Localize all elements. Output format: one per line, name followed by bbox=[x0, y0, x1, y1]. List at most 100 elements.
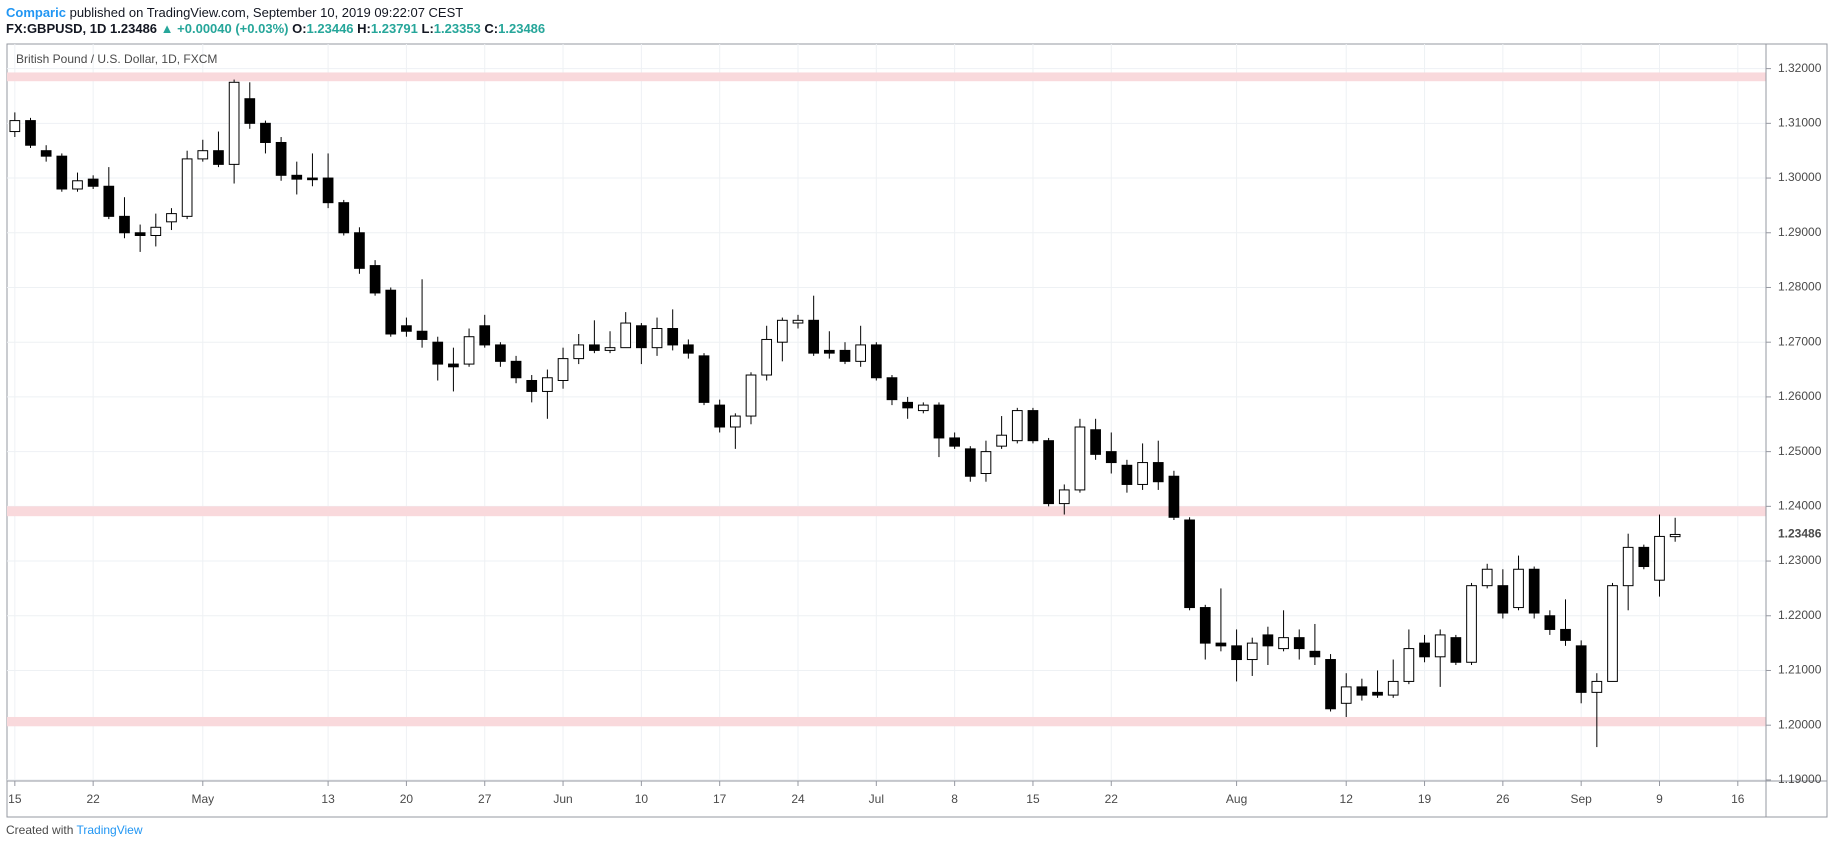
c-value: 1.23486 bbox=[498, 21, 545, 36]
candle-body bbox=[1497, 585, 1509, 614]
x-tick-label: 9 bbox=[1656, 792, 1663, 806]
candle-body bbox=[964, 448, 976, 477]
candle-body bbox=[1481, 568, 1493, 587]
candle-body bbox=[463, 336, 475, 365]
zone bbox=[7, 72, 1766, 82]
candle-body bbox=[291, 174, 303, 180]
y-tick-label: 1.30000 bbox=[1778, 170, 1822, 184]
candle-body bbox=[448, 363, 459, 368]
candle-body bbox=[542, 377, 553, 392]
y-tick-label: 1.19000 bbox=[1778, 772, 1822, 786]
x-tick-label: 8 bbox=[951, 792, 958, 806]
candle-body bbox=[1372, 691, 1383, 696]
candle-body bbox=[228, 81, 240, 165]
candle-body bbox=[573, 344, 585, 360]
candle-body bbox=[776, 319, 788, 343]
candle-body bbox=[808, 319, 820, 354]
candle-body bbox=[1387, 680, 1399, 696]
x-tick-label: 24 bbox=[791, 792, 805, 806]
candle-body bbox=[354, 232, 365, 269]
candle-body bbox=[1278, 637, 1289, 650]
candle-body bbox=[181, 158, 193, 217]
x-tick-label: 22 bbox=[1105, 792, 1119, 806]
candle-body bbox=[1027, 410, 1039, 442]
tradingview-link[interactable]: TradingView bbox=[76, 823, 142, 837]
candle-body bbox=[1466, 585, 1477, 663]
candle-body bbox=[510, 360, 522, 379]
plot bbox=[7, 44, 1766, 781]
candle-body bbox=[322, 177, 334, 204]
candle-body bbox=[698, 355, 710, 403]
x-tick-label: 26 bbox=[1496, 792, 1510, 806]
candle-body bbox=[933, 404, 945, 439]
candle-body bbox=[651, 328, 663, 349]
candle-body bbox=[1293, 637, 1305, 650]
candle-body bbox=[119, 215, 130, 234]
candle-body bbox=[1199, 607, 1211, 644]
candle-body bbox=[792, 319, 804, 324]
candle-body bbox=[1560, 628, 1571, 641]
candle-body bbox=[1638, 546, 1650, 568]
candle-body bbox=[1058, 489, 1070, 505]
published: published on TradingView.com, September … bbox=[70, 5, 464, 20]
y-tick-label: 1.27000 bbox=[1778, 334, 1822, 348]
x-tick-label: 10 bbox=[635, 792, 649, 806]
candle-body bbox=[213, 150, 224, 165]
candle-body bbox=[495, 344, 506, 362]
candle-body bbox=[307, 177, 318, 181]
candle-body bbox=[1528, 568, 1540, 614]
y-tick-label: 1.21000 bbox=[1778, 663, 1822, 677]
candle-body bbox=[1356, 686, 1368, 696]
candle-body bbox=[1622, 546, 1634, 587]
o-value: 1.23446 bbox=[307, 21, 354, 36]
candle-body bbox=[1105, 451, 1117, 464]
last: 1.23486 bbox=[110, 21, 157, 36]
candle-body bbox=[1513, 568, 1524, 609]
candle-body bbox=[917, 404, 929, 412]
y-tick-label: 1.23000 bbox=[1778, 553, 1822, 567]
candle-body bbox=[980, 451, 992, 475]
candle-body bbox=[604, 347, 616, 351]
candle-body bbox=[1340, 686, 1352, 704]
x-tick-label: May bbox=[191, 792, 214, 806]
zone bbox=[7, 506, 1766, 517]
candle-body bbox=[385, 289, 397, 335]
candle-body bbox=[1669, 533, 1681, 538]
symbol: FX:GBPUSD, 1D bbox=[6, 21, 106, 36]
candle-body bbox=[1090, 429, 1101, 455]
candle-body bbox=[244, 98, 256, 124]
h-value: 1.23791 bbox=[371, 21, 418, 36]
candle-body bbox=[886, 377, 898, 401]
candle-body bbox=[683, 344, 694, 354]
footer: Created with TradingView bbox=[6, 823, 143, 837]
x-tick-label: 19 bbox=[1418, 792, 1432, 806]
author[interactable]: Comparic bbox=[6, 5, 66, 20]
x-tick-label: Jun bbox=[553, 792, 572, 806]
candle-body bbox=[1215, 642, 1227, 647]
y-tick-label: 1.31000 bbox=[1778, 116, 1822, 130]
candle-body bbox=[260, 122, 271, 143]
candle-body bbox=[72, 180, 83, 190]
candle-body bbox=[729, 415, 741, 428]
zone bbox=[7, 716, 1766, 727]
candle-body bbox=[134, 232, 146, 236]
candle-body bbox=[432, 341, 444, 365]
candle-body bbox=[1168, 475, 1180, 518]
l-label: L: bbox=[422, 21, 434, 36]
candle-body bbox=[526, 379, 538, 392]
candle-body bbox=[1450, 637, 1462, 663]
candle-body bbox=[1262, 634, 1274, 647]
x-tick-label: 17 bbox=[713, 792, 727, 806]
x-tick-label: 13 bbox=[321, 792, 335, 806]
l-value: 1.23353 bbox=[434, 21, 481, 36]
x-tick-label: 15 bbox=[1026, 792, 1040, 806]
y-tick-label: 1.28000 bbox=[1778, 280, 1822, 294]
x-tick-label: 12 bbox=[1340, 792, 1354, 806]
candle-body bbox=[1121, 464, 1133, 485]
candle-body bbox=[338, 202, 350, 234]
candle-body bbox=[9, 120, 21, 133]
y-tick-label: 1.26000 bbox=[1778, 389, 1822, 403]
y-tick-label: 1.20000 bbox=[1778, 717, 1822, 731]
candle-body bbox=[369, 265, 381, 294]
